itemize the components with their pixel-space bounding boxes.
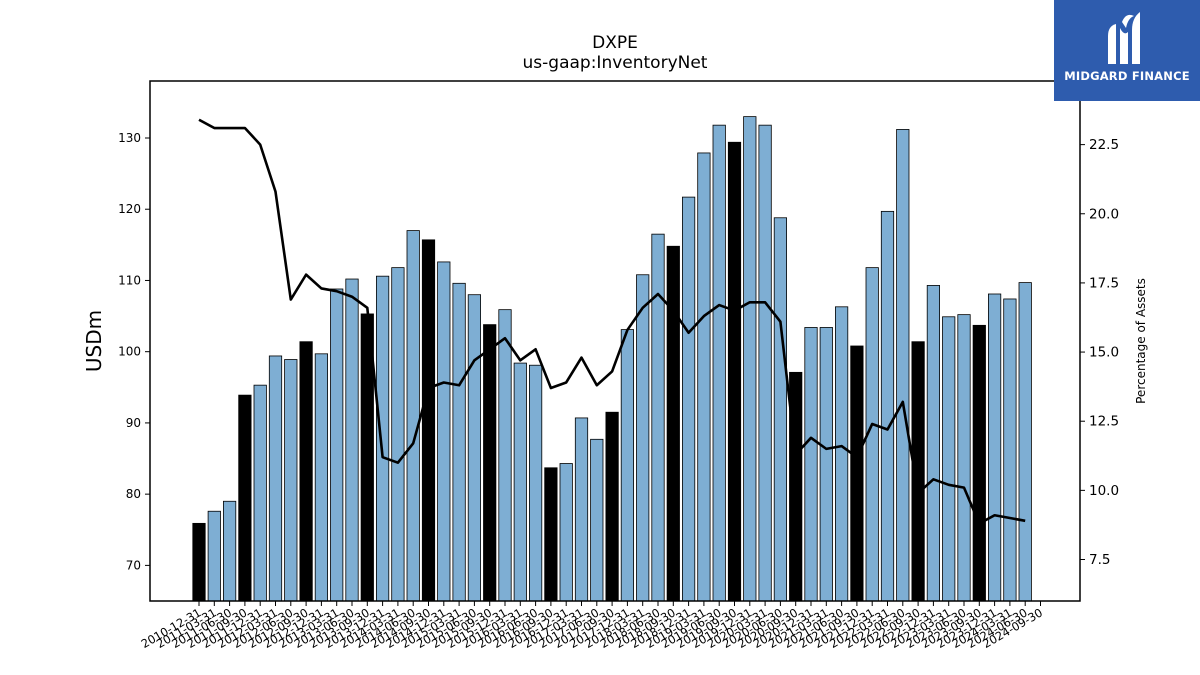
y-right-tick-label: 10.0 [1089,483,1119,499]
bar-2015-12-31 [498,309,512,602]
brand-logo: MIDGARD FINANCE [1054,0,1200,101]
bar-2023-03-31 [942,316,956,602]
bar-2023-06-30 [957,314,971,602]
bar-2012-09-30 [299,341,313,602]
y-right-tick-label: 15.0 [1089,345,1119,361]
bar-2021-09-30 [850,345,864,602]
bar-2011-09-30 [238,394,252,602]
bar-2022-12-31 [926,285,941,602]
bar-2016-06-30 [529,364,543,602]
y-right-tick-label: 20.0 [1089,206,1119,222]
bar-2023-12-31 [988,293,1002,602]
y-axis-right: 7.5 10.0 12.5 15.0 17.5 20.0 22.5 [1080,137,1119,568]
bar-2020-12-31 [804,327,818,602]
y-right-tick-label: 12.5 [1089,414,1119,430]
percentage-of-assets-line [198,118,1026,525]
bar-2013-03-31 [330,288,344,602]
bar-2016-09-30 [544,467,558,602]
bar-2012-06-30 [284,359,298,602]
x-axis: 2010-12-312011-03-312011-06-302011-09-30… [139,601,1045,651]
y-left-tick-label: 70 [126,558,141,572]
brand-name: MIDGARD FINANCE [1064,69,1190,83]
y-right-tick-label: 22.5 [1089,137,1119,153]
y-axis-left-label: USDm [82,310,106,372]
bar-2022-03-31 [880,210,895,602]
bar-2014-03-31 [391,267,405,602]
bar-2011-06-30 [222,500,237,602]
bar-2016-12-31 [559,463,573,602]
y-left-tick-label: 100 [118,345,141,359]
bar-2020-03-31 [758,124,772,602]
bar-2011-03-31 [207,510,221,602]
bar-2012-12-31 [314,353,329,602]
chart-title: DXPE [592,33,638,53]
bar-2018-12-31 [682,196,696,602]
y-left-tick-label: 130 [118,131,141,145]
y-right-tick-label: 7.5 [1089,552,1110,568]
bar-2014-12-31 [437,261,451,602]
y-left-tick-label: 110 [118,273,141,287]
line-group [198,118,1026,525]
bar-2017-09-30 [605,411,619,602]
bar-2018-03-31 [636,274,650,602]
midgard-logo-icon [1108,12,1140,64]
bar-2015-09-30 [483,324,497,602]
bar-2019-06-30 [712,124,726,602]
bar-2013-12-31 [375,275,390,602]
bar-2013-06-30 [345,278,359,602]
bar-2019-09-30 [727,141,742,602]
bar-2015-03-31 [452,282,466,602]
bar-2021-06-30 [835,306,849,602]
bar-group [192,116,1032,602]
y-right-tick-label: 17.5 [1089,275,1119,291]
bar-2012-03-31 [268,355,283,602]
plot-frame [149,80,1081,602]
bar-2018-06-30 [651,233,665,602]
y-left-tick-label: 90 [126,416,141,430]
bar-2017-06-30 [590,438,604,602]
bar-2016-03-31 [513,362,527,602]
bar-2017-03-31 [574,417,589,602]
bar-2024-06-30 [1018,282,1032,602]
y-left-tick-label: 80 [126,487,141,501]
y-axis-left: 70 80 90 100 110 120 130 [118,131,150,572]
bar-2019-12-31 [743,116,757,602]
bar-2011-12-31 [253,384,267,602]
bar-2019-03-31 [697,152,711,602]
bar-2020-06-30 [773,217,788,602]
chart-subtitle: us-gaap:InventoryNet [523,53,708,73]
y-axis-right-label: Percentage of Assets [1134,278,1148,404]
bar-2018-09-30 [666,245,680,602]
bar-2021-03-31 [819,327,833,602]
bar-2014-09-30 [421,239,436,602]
bar-2015-06-30 [467,294,482,602]
y-left-tick-label: 120 [118,202,141,216]
bar-2010-12-31 [192,522,206,602]
bar-2024-03-31 [1003,298,1017,602]
bar-2023-09-30 [972,324,986,602]
bar-2014-06-30 [406,230,420,602]
bar-2017-12-31 [620,329,635,602]
bar-2022-06-30 [896,129,910,602]
